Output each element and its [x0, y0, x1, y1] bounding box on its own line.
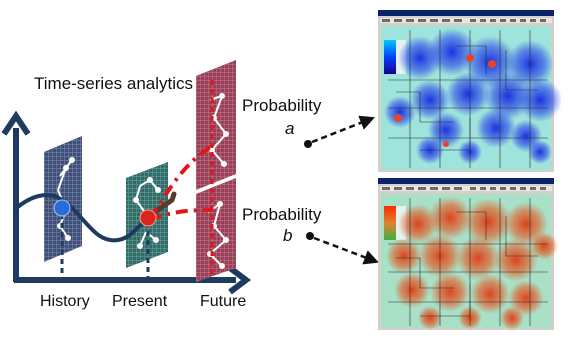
heatmap-b-schematic — [388, 198, 548, 326]
time-series-curve — [12, 193, 149, 243]
heatmap-a-hotspots — [394, 54, 496, 147]
probability-a-label: Probability — [242, 96, 322, 115]
heatmap-a-legend — [384, 40, 396, 74]
heatmap-screenshot-b — [378, 178, 558, 330]
connector-a-dot — [304, 140, 312, 148]
history-label: History — [40, 293, 90, 310]
heatmap-b-legend — [384, 206, 396, 240]
connector-b-dot — [306, 232, 314, 240]
heatmap-screenshot-a — [378, 10, 562, 172]
connector-b-arrow — [313, 236, 380, 265]
x-axis-arrow-icon — [228, 265, 251, 295]
heatmap-a-schematic — [388, 30, 548, 168]
chart-title: Time-series analytics — [34, 74, 194, 93]
y-axis-arrow-icon — [1, 110, 31, 136]
present-tail — [149, 191, 177, 217]
time-markers — [60, 80, 214, 278]
present-node — [139, 209, 157, 227]
probability-b-label: Probability — [242, 205, 322, 224]
connector-a — [304, 115, 375, 148]
connector-b — [306, 232, 380, 265]
probability-b-letter: b — [283, 226, 293, 245]
history-node — [53, 199, 71, 217]
forecast-branch-upper — [148, 144, 214, 220]
probability-a-letter: a — [285, 119, 295, 138]
present-label: Present — [112, 293, 168, 310]
connector-a-arrow — [311, 115, 375, 144]
future-panels — [196, 60, 236, 282]
future-label: Future — [200, 293, 247, 310]
